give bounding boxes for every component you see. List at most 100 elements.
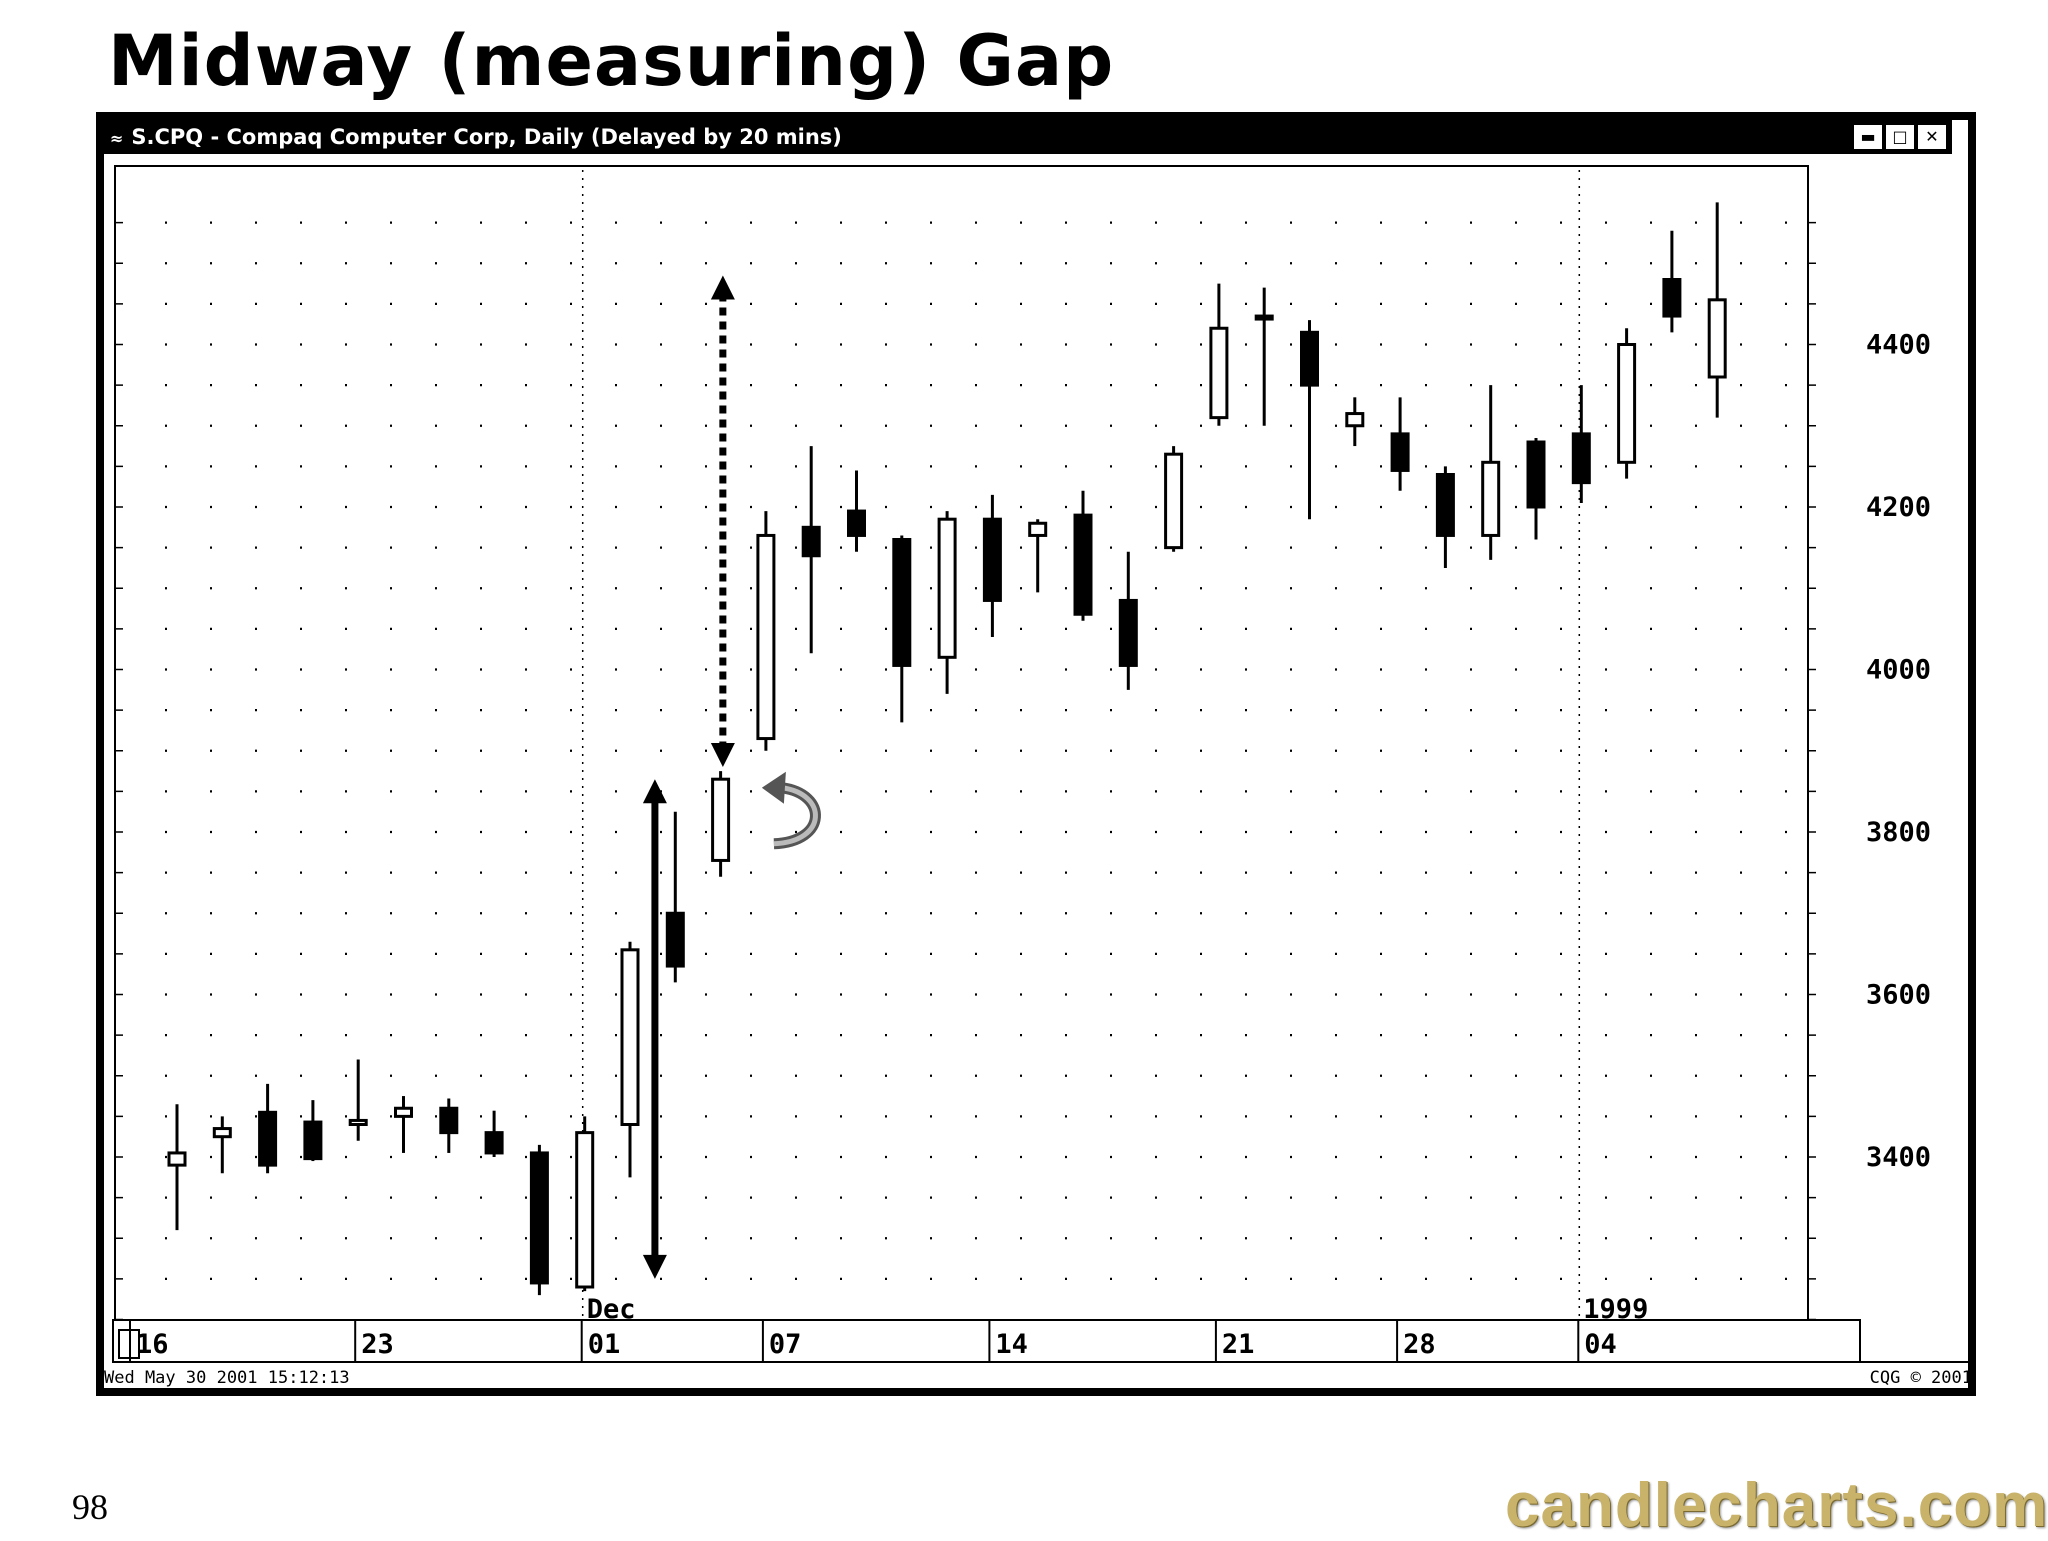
candle-body-down (1435, 473, 1455, 537)
x-tick-label: 16 (136, 1329, 169, 1360)
y-tick-label: 4000 (1866, 655, 1931, 686)
x-tick-label: 28 (1403, 1329, 1436, 1360)
cqg-icon[interactable]: ≈ (110, 129, 124, 148)
candle (1707, 202, 1727, 418)
candle (1571, 385, 1591, 503)
candle (167, 1104, 187, 1231)
candle (1435, 466, 1455, 568)
candle-body-down (801, 525, 821, 558)
candle (1300, 320, 1319, 520)
y-tick-label: 3800 (1866, 817, 1931, 848)
candle-body-up (348, 1118, 368, 1126)
arrow-head-down (642, 1254, 667, 1279)
candle-body-up (1209, 326, 1229, 420)
x-tick-label: 21 (1222, 1329, 1255, 1360)
minimize-icon[interactable]: ▬ (1854, 125, 1882, 149)
candle-body-up (711, 777, 731, 862)
footer-copyright: CQG © 2001 (1869, 1368, 1972, 1388)
candle-body-down (1073, 513, 1093, 616)
candle (484, 1110, 504, 1157)
candle (1345, 397, 1365, 447)
candle (1118, 551, 1138, 690)
candle-body-down (1390, 432, 1410, 472)
candle-body-up (1617, 343, 1637, 464)
y-tick-label: 3400 (1866, 1142, 1931, 1173)
candle-body-up (212, 1127, 232, 1139)
x-tick-label: 07 (769, 1329, 802, 1360)
candle-body-down (1118, 598, 1138, 667)
candle-body-down (258, 1110, 278, 1167)
candle (394, 1096, 413, 1153)
arrow-head-up (642, 779, 667, 804)
candle-body-down (1300, 330, 1319, 387)
maximize-icon[interactable]: □ (1886, 125, 1914, 149)
arrow-head-up (710, 275, 735, 300)
x-tick-label: 04 (1584, 1329, 1617, 1360)
candle-body-up (1164, 452, 1184, 550)
brand-logo: candlecharts.com (1505, 1471, 2048, 1540)
candle-body-up (1481, 460, 1501, 537)
candle (1390, 397, 1410, 491)
candle-body-up (1028, 521, 1048, 537)
candle (258, 1083, 278, 1174)
x-tick-label: 01 (588, 1329, 621, 1360)
candle-body-down (1526, 440, 1546, 509)
candle (620, 941, 640, 1178)
candle (348, 1059, 368, 1141)
candle (982, 494, 1002, 637)
candle (1209, 283, 1229, 426)
x-tick-label: 23 (361, 1329, 394, 1360)
candle-body-up (756, 533, 776, 741)
dotted-double-arrow (710, 275, 735, 767)
candle-body-up (1345, 412, 1365, 428)
candle (303, 1100, 323, 1162)
curved-arrow (761, 771, 821, 850)
candle-body-down (1571, 432, 1591, 485)
curved-arrow-highlight (773, 785, 818, 847)
candle-body-down (1662, 278, 1682, 318)
y-tick-label: 4200 (1866, 492, 1931, 523)
candle-body-down (892, 538, 912, 667)
candle (937, 511, 957, 694)
candle (212, 1116, 232, 1174)
candle (529, 1144, 549, 1296)
y-tick-label: 3600 (1866, 980, 1931, 1011)
candle (801, 446, 821, 654)
footer-timestamp: Wed May 30 2001 15:12:13 (104, 1368, 350, 1388)
solid-double-arrow (642, 779, 667, 1279)
window-buttons: ▬ □ ✕ (1854, 125, 1946, 149)
candle-body-up (167, 1151, 187, 1167)
candle-body-up (575, 1131, 595, 1289)
candle (1526, 437, 1546, 540)
candle-body-up (394, 1106, 413, 1118)
x-tick-label: 14 (995, 1329, 1028, 1360)
candle (847, 470, 866, 552)
candle-body-up (937, 517, 957, 659)
candle-body-down (665, 911, 685, 968)
candle (1662, 230, 1682, 333)
candle (892, 535, 912, 723)
candle-body-down (439, 1106, 459, 1135)
plot-area (114, 165, 1809, 1321)
period-label: 1999 (1583, 1294, 1648, 1325)
period-label: Dec (587, 1294, 636, 1325)
close-icon[interactable]: ✕ (1918, 125, 1946, 149)
candle-body-down (484, 1131, 504, 1155)
candle (439, 1098, 459, 1153)
candle (1073, 490, 1093, 621)
candle-body-up (620, 948, 640, 1126)
candle (1164, 446, 1184, 552)
candle-body-down (529, 1151, 549, 1285)
candle (665, 811, 685, 983)
y-tick-label: 4400 (1866, 330, 1931, 361)
arrow-head-down (710, 743, 735, 767)
candle (1254, 287, 1274, 426)
window-titlebar[interactable]: ≈ S.CPQ - Compaq Computer Corp, Daily (De… (104, 120, 1952, 154)
candle-body-up (1707, 298, 1727, 379)
candle (711, 771, 731, 877)
slide-title: Midway (measuring) Gap (108, 20, 1115, 102)
curved-arrow-head (761, 771, 786, 804)
candle (575, 1116, 595, 1292)
page-number: 98 (72, 1487, 108, 1527)
window-title: S.CPQ - Compaq Computer Corp, Daily (Del… (131, 125, 842, 149)
